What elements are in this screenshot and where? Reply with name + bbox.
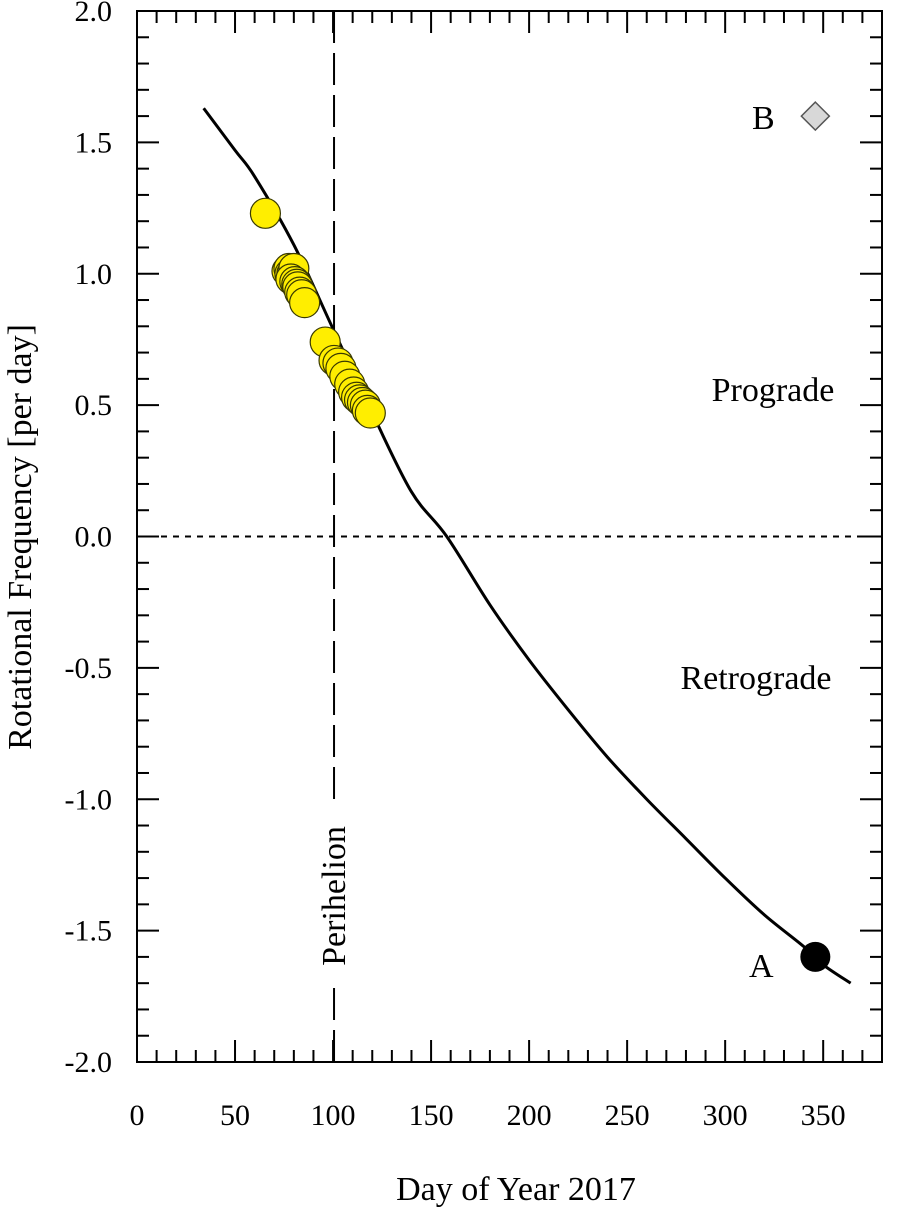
x-tick-label: 0 [130, 1099, 145, 1132]
x-tick-label: 100 [311, 1099, 356, 1132]
y-axis-title: Rotational Frequency [per day] [2, 324, 39, 750]
prograde-label: Prograde [712, 372, 835, 409]
perihelion-label: Perihelion [316, 826, 353, 966]
x-tick-label: 300 [703, 1099, 748, 1132]
y-tick-label: 1.0 [75, 258, 113, 291]
data-point [354, 397, 386, 429]
tick-labels: 0 50 100 150 200 250 300 350 2.0 1.5 1.0 0.5 0.0 -0.5… [65, 0, 846, 1132]
data-point [249, 197, 282, 229]
y-tick-label: 1.5 [75, 126, 113, 159]
y-tick-label: -1.5 [65, 915, 113, 948]
y-tick-label: -1.0 [65, 783, 113, 816]
y-tick-label: 0.5 [75, 389, 113, 422]
x-tick-label: 150 [409, 1099, 454, 1132]
y-tick-label: 0.0 [75, 521, 113, 554]
point-a-label: A [749, 948, 774, 985]
data-points [249, 197, 386, 429]
y-tick-label: -0.5 [65, 652, 113, 685]
data-point [289, 287, 321, 319]
plot-frame [136, 10, 883, 1063]
x-tick-label: 200 [507, 1099, 552, 1132]
y-tick-label: -2.0 [65, 1046, 113, 1079]
point-b [800, 101, 831, 132]
x-tick-label: 50 [220, 1099, 250, 1132]
x-tick-label: 350 [801, 1099, 846, 1132]
labeled-points: AB [749, 100, 831, 985]
point-a [800, 941, 831, 972]
y-tick-label: 2.0 [75, 0, 113, 28]
retrograde-label: Retrograde [680, 660, 831, 697]
x-axis-title: Day of Year 2017 [396, 1171, 636, 1208]
point-b-label: B [752, 100, 775, 137]
x-tick-label: 250 [605, 1099, 650, 1132]
fit-curve [202, 107, 852, 985]
